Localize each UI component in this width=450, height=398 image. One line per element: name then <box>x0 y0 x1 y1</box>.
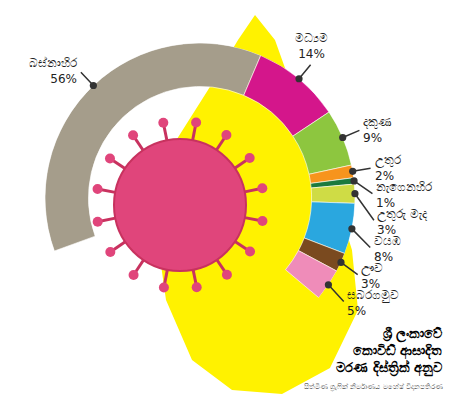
svg-text:මධ්‍යම14%: මධ්‍යම14% <box>295 31 328 61</box>
svg-text:උතුර2%: උතුර2% <box>375 153 402 183</box>
svg-text:දකුණ9%: දකුණ9% <box>363 115 391 145</box>
svg-text:සිත්මිණ ග්‍රැෆික් නිර්මාණය මහේ: සිත්මිණ ග්‍රැෆික් නිර්මාණය මහේෂ් විදානපත… <box>304 383 443 392</box>
svg-text:ඌව3%: ඌව3% <box>361 261 383 291</box>
svg-text:සබරගමුව5%: සබරගමුව5% <box>347 288 399 318</box>
svg-text:ශ්‍රී ලංකාවේකොවිඩ් ආසාදිතමරණ ද: ශ්‍රී ලංකාවේකොවිඩ් ආසාදිතමරණ දිස්ත්‍රික්… <box>336 326 443 377</box>
svg-text:උතුරු මැද3%: උතුරු මැද3% <box>377 207 428 237</box>
svg-text:බස්නාහිර56%: බස්නාහිර56% <box>29 56 78 86</box>
svg-text:වයඹ8%: වයඹ8% <box>374 234 401 264</box>
svg-text:නැගෙනහිර1%: නැගෙනහිර1% <box>376 180 433 210</box>
